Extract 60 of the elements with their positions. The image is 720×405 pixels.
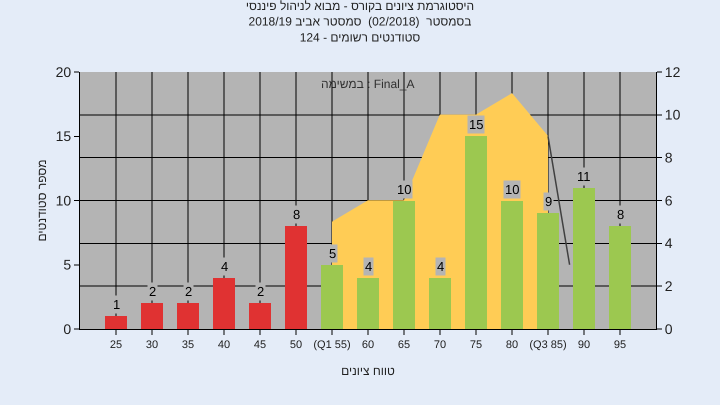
data-label: 4	[221, 259, 228, 274]
data-label: 4	[437, 259, 444, 274]
data-label: 10	[397, 182, 412, 197]
bar	[393, 201, 415, 329]
bar	[573, 188, 595, 329]
data-label: 11	[577, 169, 590, 184]
data-label: 9	[545, 194, 552, 209]
data-label: 2	[257, 284, 264, 299]
y-tick-label: 0	[63, 320, 72, 337]
y-tick-label: 15	[56, 128, 72, 144]
data-label: 10	[505, 182, 520, 197]
x-tick-label: 45	[254, 339, 266, 352]
x-tick-label: 30	[146, 339, 158, 352]
y-tick-label: 20	[56, 64, 72, 80]
x-tick-label: 65	[398, 339, 410, 352]
data-label: 8	[617, 207, 624, 222]
bar	[537, 213, 559, 329]
chart-title: היסטוגרמת ציונים בקורס - מבוא לניהול פיננסי בסמסטר (02/2018) סמסטר אביב 2018/19 סטודנטים רשומים - 124	[246, 0, 474, 44]
data-label: 8	[293, 207, 300, 222]
bar	[357, 278, 379, 329]
y2-tick-label: 4	[664, 235, 673, 252]
data-label: 2	[185, 284, 192, 299]
bar	[141, 303, 163, 329]
x-tick-label: 50	[290, 339, 302, 352]
bar	[609, 226, 631, 329]
bar	[105, 316, 127, 329]
x-tick-label: 90	[578, 339, 590, 352]
data-label: 2	[149, 284, 156, 299]
x-tick-label: 60	[362, 339, 374, 352]
x-tick-label: 35	[182, 339, 194, 352]
y2-tick-label: 12	[664, 64, 681, 80]
y2-tick-label: 10	[664, 106, 681, 123]
data-label: 1	[113, 297, 120, 312]
y2-tick-label: 6	[664, 192, 673, 208]
x-tick-label: 75	[470, 339, 482, 352]
x-tick-label: 70	[434, 339, 446, 352]
data-label: 4	[365, 259, 372, 274]
bar	[285, 226, 307, 329]
bar	[177, 303, 199, 329]
x-tick-label: (Q1 55)	[313, 339, 351, 352]
bar	[465, 136, 487, 329]
x-tick-label: 95	[614, 339, 626, 352]
data-label: 5	[329, 246, 336, 261]
bar	[249, 303, 271, 329]
x-tick-label: 80	[506, 339, 518, 352]
bar	[501, 201, 523, 329]
y-tick-label: 10	[56, 192, 72, 208]
x-axis-title: טווח ציונים	[341, 364, 396, 378]
y2-tick-label: 8	[664, 150, 673, 166]
bar	[213, 278, 235, 329]
y2-tick-label: 0	[664, 320, 673, 337]
x-tick-label: (Q3 85)	[529, 339, 567, 352]
y-axis-title: מספר סטודנטים	[35, 159, 49, 242]
data-label: 15	[469, 117, 484, 132]
x-tick-label: 40	[218, 339, 230, 352]
bar	[321, 265, 343, 329]
y-tick-label: 5	[63, 256, 72, 273]
y2-tick-label: 2	[664, 278, 673, 294]
bar	[429, 278, 451, 329]
x-tick-label: 25	[110, 339, 122, 352]
